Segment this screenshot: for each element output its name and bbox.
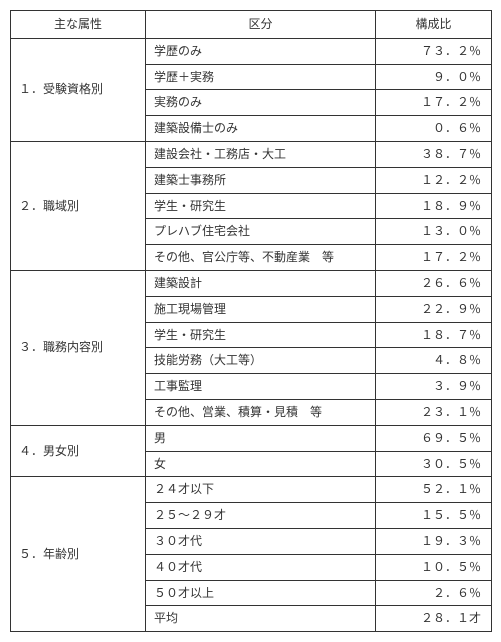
table-row: ２．職域別建設会社・工務店・大工３８．７％ [11, 141, 492, 167]
pct-cell: ２３．１％ [376, 399, 492, 425]
cat-cell: 工事監理 [146, 374, 376, 400]
pct-cell: ６９．５％ [376, 425, 492, 451]
cat-cell: 男 [146, 425, 376, 451]
pct-cell: ３８．７％ [376, 141, 492, 167]
pct-cell: １０．５％ [376, 554, 492, 580]
pct-cell: ２８．１才 [376, 606, 492, 632]
table-row: ３．職務内容別建築設計２６．６％ [11, 270, 492, 296]
attr-cell: １．受験資格別 [11, 38, 146, 141]
pct-cell: ９．０％ [376, 64, 492, 90]
cat-cell: 技能労務（大工等） [146, 348, 376, 374]
table-row: ５．年齢別２４才以下５２．１％ [11, 477, 492, 503]
header-pct: 構成比 [376, 11, 492, 39]
cat-cell: 建築設備士のみ [146, 116, 376, 142]
table-row: １．受験資格別学歴のみ７３．２％ [11, 38, 492, 64]
cat-cell: ５０才以上 [146, 580, 376, 606]
pct-cell: １７．２％ [376, 245, 492, 271]
cat-cell: 施工現場管理 [146, 296, 376, 322]
cat-cell: 学歴＋実務 [146, 64, 376, 90]
pct-cell: ５２．１％ [376, 477, 492, 503]
cat-cell: 建設会社・工務店・大工 [146, 141, 376, 167]
attr-cell: ５．年齢別 [11, 477, 146, 632]
pct-cell: １３．０％ [376, 219, 492, 245]
cat-cell: ４０才代 [146, 554, 376, 580]
pct-cell: １７．２％ [376, 90, 492, 116]
pct-cell: １８．７％ [376, 322, 492, 348]
pct-cell: ２２．９％ [376, 296, 492, 322]
cat-cell: ３０才代 [146, 528, 376, 554]
pct-cell: ３０．５％ [376, 451, 492, 477]
cat-cell: ２５～２９才 [146, 503, 376, 529]
cat-cell: 実務のみ [146, 90, 376, 116]
attr-cell: ３．職務内容別 [11, 270, 146, 425]
cat-cell: プレハブ住宅会社 [146, 219, 376, 245]
header-cat: 区分 [146, 11, 376, 39]
cat-cell: その他、営業、積算・見積 等 [146, 399, 376, 425]
cat-cell: 学歴のみ [146, 38, 376, 64]
cat-cell: 平均 [146, 606, 376, 632]
pct-cell: ０．６％ [376, 116, 492, 142]
cat-cell: 建築士事務所 [146, 167, 376, 193]
cat-cell: その他、官公庁等、不動産業 等 [146, 245, 376, 271]
pct-cell: ７３．２％ [376, 38, 492, 64]
header-attr: 主な属性 [11, 11, 146, 39]
cat-cell: 学生・研究生 [146, 193, 376, 219]
pct-cell: ３．９％ [376, 374, 492, 400]
cat-cell: 学生・研究生 [146, 322, 376, 348]
cat-cell: 建築設計 [146, 270, 376, 296]
pct-cell: １８．９％ [376, 193, 492, 219]
pct-cell: １９．３％ [376, 528, 492, 554]
pct-cell: ４．８％ [376, 348, 492, 374]
cat-cell: ２４才以下 [146, 477, 376, 503]
attr-cell: ４．男女別 [11, 425, 146, 477]
composition-table: 主な属性 区分 構成比 １．受験資格別学歴のみ７３．２％学歴＋実務９．０％実務の… [10, 10, 492, 632]
pct-cell: １５．５％ [376, 503, 492, 529]
cat-cell: 女 [146, 451, 376, 477]
table-row: ４．男女別男６９．５％ [11, 425, 492, 451]
pct-cell: ２．６％ [376, 580, 492, 606]
pct-cell: ２６．６％ [376, 270, 492, 296]
attr-cell: ２．職域別 [11, 141, 146, 270]
pct-cell: １２．２％ [376, 167, 492, 193]
